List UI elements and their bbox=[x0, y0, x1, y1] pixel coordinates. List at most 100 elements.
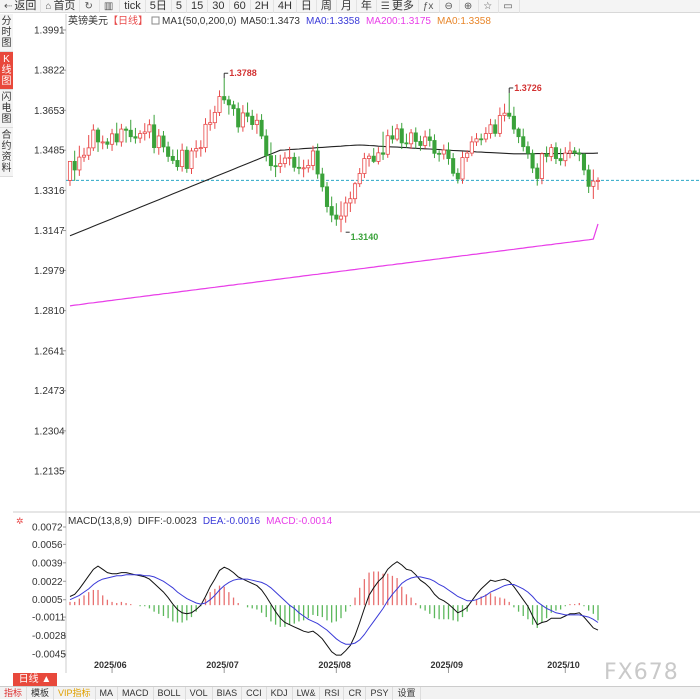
indicator-tab-0[interactable]: 指标 bbox=[0, 686, 28, 700]
candle-down bbox=[166, 146, 171, 157]
macd-y-tick-label: 0.0056 bbox=[32, 540, 63, 551]
candle-up bbox=[81, 154, 87, 158]
indicator-tab-12[interactable]: CR bbox=[344, 686, 367, 700]
y-tick-label: 1.3653 bbox=[34, 106, 65, 117]
candle-down bbox=[320, 173, 325, 188]
x-tick-label: 2025/06 bbox=[94, 660, 127, 670]
period-button-4[interactable]: tick bbox=[120, 0, 146, 13]
candle-down bbox=[558, 158, 563, 162]
indicator-tab-2[interactable]: VIP指标 bbox=[54, 686, 96, 700]
side-tab-0[interactable]: 分时图 bbox=[0, 14, 13, 52]
indicator-tab-7[interactable]: BIAS bbox=[213, 686, 243, 700]
period-button-15[interactable]: 年 bbox=[357, 0, 377, 13]
candle-up bbox=[91, 129, 96, 149]
candle-up bbox=[306, 165, 311, 169]
y-tick-label: 1.3316 bbox=[34, 186, 65, 197]
candle-up bbox=[357, 173, 362, 185]
zoom-out-button[interactable]: ⊖ bbox=[440, 0, 460, 13]
period-button-9[interactable]: 60 bbox=[230, 0, 251, 13]
indicator-tab-1[interactable]: 模板 bbox=[27, 686, 55, 700]
candle-down bbox=[516, 128, 521, 138]
indicator-tab-3[interactable]: MA bbox=[96, 686, 119, 700]
indicator-tab-14[interactable]: 设置 bbox=[393, 686, 421, 700]
indicator-tab-8[interactable]: CCI bbox=[242, 686, 267, 700]
toolbar-label: tick bbox=[124, 0, 141, 12]
zoom-in-button[interactable]: ⊕ bbox=[460, 0, 480, 13]
candle-up bbox=[343, 202, 348, 217]
side-tab-2[interactable]: 闪电图 bbox=[0, 90, 13, 128]
y-tick-label: 1.2473 bbox=[34, 386, 65, 397]
chart-svg[interactable]: 1.3991 1.3822 1.3653 1.3485 1.3316 1.3147 1.29… bbox=[13, 14, 700, 673]
formula-button[interactable]: ƒx bbox=[419, 0, 441, 13]
zoom-in-icon: ⊕ bbox=[463, 0, 473, 12]
candle-down bbox=[432, 140, 437, 154]
candle-up bbox=[385, 135, 390, 155]
indicator-tab-5[interactable]: BOLL bbox=[154, 686, 186, 700]
back-button[interactable]: ⇠ 返回 bbox=[0, 0, 42, 13]
star-button[interactable]: ☆ bbox=[479, 0, 500, 13]
period-button-7[interactable]: 15 bbox=[187, 0, 209, 13]
candle-down bbox=[72, 160, 77, 171]
candle-down bbox=[222, 96, 227, 101]
indicator-tab-4[interactable]: MACD bbox=[118, 686, 154, 700]
period-button-10[interactable]: 2H bbox=[251, 0, 274, 13]
period-button-11[interactable]: 4H bbox=[274, 0, 297, 13]
x-tick-label: 2025/09 bbox=[430, 660, 463, 670]
candle-down bbox=[259, 119, 264, 137]
macd-y-tick-label: 0.0005 bbox=[32, 595, 63, 606]
candle-down bbox=[572, 150, 577, 154]
candle-up bbox=[77, 156, 82, 171]
refresh-button[interactable]: ↻ bbox=[80, 0, 100, 13]
candle-up bbox=[240, 112, 245, 128]
candle-down bbox=[170, 156, 175, 161]
candle-down bbox=[530, 152, 535, 169]
candle-up bbox=[441, 149, 446, 155]
candle-down bbox=[245, 112, 250, 117]
candle-down bbox=[128, 129, 133, 138]
candle-up bbox=[469, 141, 474, 154]
macd-legend-dea: DEA:-0.0016 bbox=[203, 516, 261, 527]
window-icon: ▭ bbox=[503, 0, 513, 12]
period-button-14[interactable]: 月 bbox=[337, 0, 357, 13]
macd-settings-icon: ✲ bbox=[16, 516, 24, 526]
period-tag[interactable]: 日线 ▲ bbox=[13, 673, 57, 686]
menu-button[interactable]: ☰ 更多 bbox=[377, 0, 419, 13]
legend-checkbox bbox=[151, 16, 160, 25]
candle-up bbox=[217, 96, 222, 113]
home-button[interactable]: ⌂ 首页 bbox=[41, 0, 81, 13]
candle-down bbox=[329, 206, 334, 216]
macd-y-tick-label: -0.0028 bbox=[32, 631, 66, 642]
side-tab-3[interactable]: 合约资料 bbox=[0, 128, 13, 177]
period-button-6[interactable]: 5 bbox=[172, 0, 188, 13]
period-button-13[interactable]: 周 bbox=[317, 0, 337, 13]
period-button-5[interactable]: 5日 bbox=[146, 0, 172, 13]
indicator-tab-9[interactable]: KDJ bbox=[267, 686, 293, 700]
indicator-tab-13[interactable]: PSY bbox=[366, 686, 394, 700]
macd-y-tick-label: -0.0045 bbox=[32, 650, 66, 661]
indicator-tab-10[interactable]: LW& bbox=[293, 686, 321, 700]
chart-style-button[interactable]: ▥ bbox=[100, 0, 121, 13]
chart-area[interactable]: 1.3991 1.3822 1.3653 1.3485 1.3316 1.3147 1.29… bbox=[13, 14, 700, 686]
window-button[interactable]: ▭ bbox=[499, 0, 520, 13]
indicator-tab-6[interactable]: VOL bbox=[186, 686, 213, 700]
candle-up bbox=[483, 133, 488, 140]
candle-down bbox=[124, 128, 129, 131]
toolbar-label: 5日 bbox=[149, 0, 167, 12]
indicator-tab-11[interactable]: RSI bbox=[320, 686, 345, 700]
candle-up bbox=[67, 160, 73, 181]
candle-up bbox=[142, 131, 147, 134]
period-button-8[interactable]: 30 bbox=[208, 0, 230, 13]
toolbar-label: 4H bbox=[277, 0, 292, 12]
period-button-12[interactable]: 日 bbox=[297, 0, 317, 13]
candle-up bbox=[348, 198, 353, 204]
ma50-line bbox=[69, 144, 599, 237]
y-tick-label: 1.2641 bbox=[34, 346, 65, 357]
annotation-low-label: 1.3140 bbox=[351, 232, 379, 242]
zoom-out-icon: ⊖ bbox=[444, 0, 453, 12]
candle-down bbox=[273, 165, 278, 168]
macd-y-tick-label: -0.0011 bbox=[32, 613, 66, 624]
candle-down bbox=[399, 128, 404, 144]
candle-up bbox=[138, 133, 143, 139]
